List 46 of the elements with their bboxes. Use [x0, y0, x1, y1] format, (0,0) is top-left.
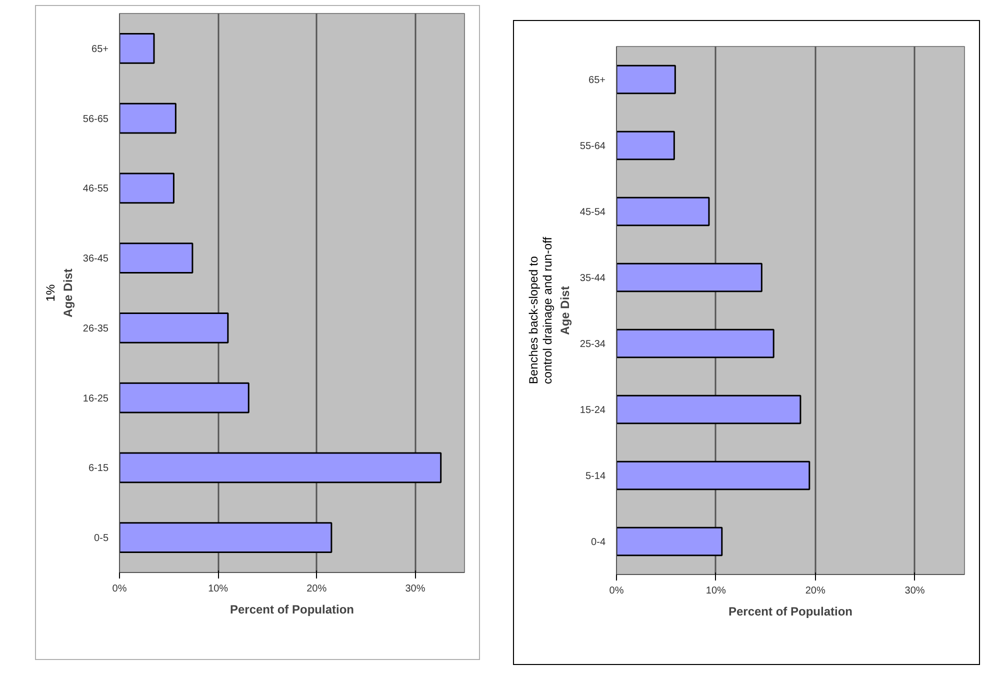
y-tick-label: 46-55	[82, 184, 109, 195]
y-tick-label: 56-65	[82, 114, 109, 125]
y-tick-label: 6-15	[88, 463, 109, 474]
y-tick-label: 26-35	[82, 323, 109, 334]
bar	[616, 526, 723, 556]
bar	[616, 196, 710, 226]
y-tick-label: 45-54	[580, 207, 606, 218]
bar	[120, 522, 332, 553]
bar	[616, 328, 774, 358]
bar	[120, 452, 442, 484]
x-tick-label: 0%	[609, 586, 624, 596]
bar	[120, 312, 229, 344]
x-tick-label: 20%	[306, 584, 327, 594]
bar	[120, 382, 250, 414]
y-tick-label: 16-25	[82, 393, 109, 404]
x-tick-label: 0%	[112, 584, 127, 594]
text: Benches back-sloped to control drainage and run-off	[526, 236, 554, 384]
y-tick-label: 65+	[588, 75, 606, 86]
bar	[120, 172, 174, 204]
x-tick-label: 10%	[208, 584, 228, 594]
x-axis-title: Percent of Population	[728, 604, 853, 618]
x-tick-label: 10%	[706, 586, 726, 596]
bar	[616, 130, 675, 160]
y-axis-title: Age Dist	[60, 268, 75, 318]
bar	[120, 242, 194, 274]
bar	[616, 394, 802, 424]
y-tick-label: 35-44	[580, 273, 606, 284]
y-tick-label: 0-5	[94, 533, 109, 544]
y-tick-label: 15-24	[580, 405, 606, 416]
bar	[120, 102, 176, 134]
y-tick-label: 65+	[92, 44, 109, 55]
bar	[616, 262, 762, 292]
x-tick-label: 30%	[405, 584, 426, 594]
y-tick-label: 55-64	[580, 141, 606, 152]
x-tick-label: 30%	[904, 586, 925, 596]
bar	[616, 64, 676, 94]
y-tick-label: 25-34	[580, 339, 606, 350]
y-tick-label: 5-14	[585, 471, 606, 482]
y-tick-label: 36-45	[82, 254, 109, 265]
x-tick-label: 20%	[805, 586, 826, 596]
bar	[616, 460, 810, 490]
text: 1%	[44, 284, 58, 302]
y-axis-title: Age Dist	[558, 286, 572, 335]
y-tick-label: 0-4	[591, 537, 606, 548]
x-axis-title: Percent of Population	[230, 602, 354, 616]
bar	[120, 33, 155, 64]
